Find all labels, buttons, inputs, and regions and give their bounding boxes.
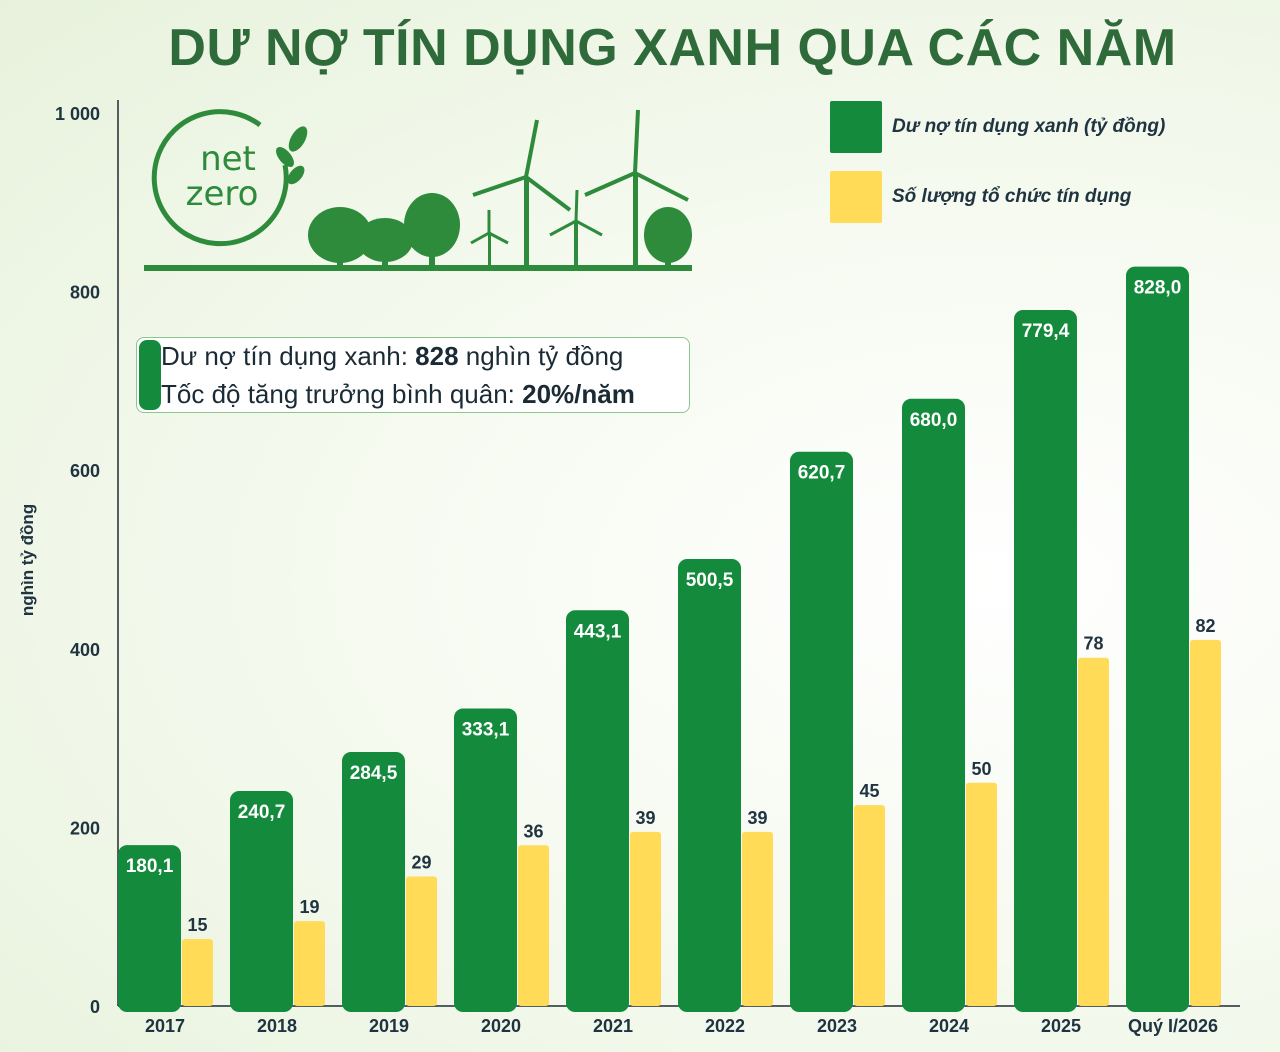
bar-green-credit: [678, 559, 741, 1012]
y-tick-label: 200: [70, 818, 100, 838]
x-tick-label: 2025: [1041, 1016, 1081, 1036]
x-tick-label: 2019: [369, 1016, 409, 1036]
bar-green-credit: [902, 398, 965, 1012]
ground-line: [144, 265, 692, 271]
bar-green-credit: [342, 751, 405, 1012]
logo-text-zero: zero: [186, 174, 259, 214]
y-tick-label: 0: [90, 997, 100, 1017]
x-tick-label: Quý I/2026: [1128, 1016, 1218, 1036]
legend-swatch-yellow: [830, 171, 882, 223]
bar-credit-institutions: [1190, 639, 1221, 1006]
wind-turbine-icon: [470, 109, 689, 267]
data-label-credit-institutions: 39: [635, 808, 655, 828]
data-label-green-credit: 779,4: [1022, 321, 1070, 342]
bar-green-credit: [566, 610, 629, 1012]
bar-green-credit: [230, 791, 293, 1012]
net-zero-illustration: net zero: [144, 109, 692, 271]
info-line-growth-rate: Tốc độ tăng trưởng bình quân: 20%/năm: [161, 379, 635, 409]
x-tick-label: 2023: [817, 1016, 857, 1036]
data-label-green-credit: 284,5: [350, 763, 398, 784]
bar-credit-institutions: [854, 805, 885, 1006]
data-label-green-credit: 680,0: [910, 410, 958, 431]
leaf-icon: [276, 126, 308, 185]
x-tick-label: 2020: [481, 1016, 521, 1036]
data-label-credit-institutions: 15: [187, 915, 207, 935]
legend-label-green-credit: Dư nợ tín dụng xanh (tỷ đồng): [892, 116, 1166, 137]
bar-credit-institutions: [1078, 657, 1109, 1006]
bar-credit-institutions: [966, 782, 997, 1006]
data-label-green-credit: 500,5: [686, 570, 734, 591]
bar-green-credit: [790, 451, 853, 1012]
bar-credit-institutions: [742, 831, 773, 1006]
legend-swatch-green: [830, 101, 882, 153]
legend-label-credit-institutions: Số lượng tổ chức tín dụng: [892, 186, 1132, 207]
data-label-green-credit: 240,7: [238, 802, 286, 823]
x-tick-label: 2022: [705, 1016, 745, 1036]
data-label-credit-institutions: 50: [971, 759, 991, 779]
x-tick-label: 2018: [257, 1016, 297, 1036]
data-label-green-credit: 620,7: [798, 463, 846, 484]
bar-green-credit: [1014, 309, 1077, 1012]
bar-credit-institutions: [630, 831, 661, 1006]
x-tick-label: 2021: [593, 1016, 633, 1036]
bar-credit-institutions: [406, 876, 437, 1006]
legend-item-credit-institutions: Số lượng tổ chức tín dụng: [830, 171, 1131, 223]
bar-credit-institutions: [182, 939, 213, 1006]
net-zero-circle-icon: [151, 109, 289, 247]
bar-green-credit: [118, 845, 181, 1012]
y-tick-label: 1 000: [55, 104, 100, 124]
data-label-credit-institutions: 45: [859, 781, 879, 801]
data-label-green-credit: 443,1: [574, 621, 622, 642]
data-label-green-credit: 828,0: [1134, 278, 1182, 299]
chart-title: DƯ NỢ TÍN DỤNG XANH QUA CÁC NĂM: [168, 19, 1177, 77]
x-tick-label: 2017: [145, 1016, 185, 1036]
summary-info-box: Dư nợ tín dụng xanh: 828 nghìn tỷ đồng T…: [136, 337, 690, 413]
y-tick-label: 600: [70, 461, 100, 481]
logo-text-net: net: [200, 139, 256, 179]
data-label-credit-institutions: 19: [299, 897, 319, 917]
data-label-green-credit: 180,1: [126, 856, 174, 877]
y-tick-label: 400: [70, 640, 100, 660]
data-label-credit-institutions: 82: [1195, 616, 1215, 636]
tree-icon: [308, 193, 692, 267]
data-label-credit-institutions: 29: [411, 853, 431, 873]
info-box-accent-bar: [139, 340, 161, 410]
bar-green-credit: [1126, 266, 1189, 1012]
x-tick-label: 2024: [929, 1016, 969, 1036]
legend-item-green-credit: Dư nợ tín dụng xanh (tỷ đồng): [830, 101, 1165, 153]
y-tick-label: 800: [70, 283, 100, 303]
data-label-credit-institutions: 39: [747, 808, 767, 828]
data-label-green-credit: 333,1: [462, 720, 510, 741]
data-label-credit-institutions: 78: [1083, 634, 1103, 654]
bar-green-credit: [454, 708, 517, 1012]
bar-credit-institutions: [518, 845, 549, 1006]
info-line-total-credit: Dư nợ tín dụng xanh: 828 nghìn tỷ đồng: [161, 341, 624, 371]
data-label-credit-institutions: 36: [523, 821, 543, 841]
bar-credit-institutions: [294, 921, 325, 1006]
y-axis-label: nghìn tỷ đồng: [18, 503, 37, 617]
